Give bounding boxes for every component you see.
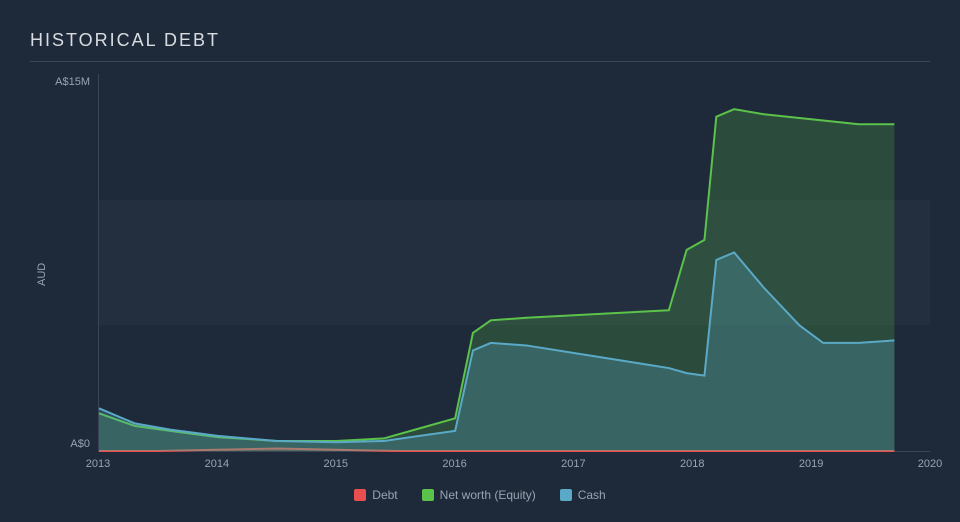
chart-container: HISTORICAL DEBT AUD A$15M A$0 2013 2014 20…: [0, 0, 960, 522]
x-tick-label: 2017: [561, 458, 585, 470]
series-svg: [99, 74, 930, 451]
chart-title: HISTORICAL DEBT: [30, 30, 930, 62]
x-tick-label: 2013: [86, 458, 110, 470]
legend-item-cash: Cash: [560, 488, 606, 502]
y-axis-title: AUD: [30, 74, 48, 474]
x-axis-labels: 20132014201520162017201820192020: [98, 452, 930, 474]
legend-label-debt: Debt: [372, 488, 397, 502]
chart-inner: A$15M A$0 201320142015201620172018201920…: [48, 74, 930, 474]
y-tick-bottom: A$0: [48, 438, 90, 450]
y-tick-top: A$15M: [48, 76, 90, 88]
legend-label-equity: Net worth (Equity): [440, 488, 536, 502]
x-tick-label: 2014: [205, 458, 229, 470]
plot-row: A$15M A$0: [48, 74, 930, 452]
x-tick-label: 2018: [680, 458, 704, 470]
x-tick-label: 2015: [323, 458, 347, 470]
legend-item-equity: Net worth (Equity): [422, 488, 536, 502]
legend-swatch-equity: [422, 489, 434, 501]
x-labels-track: 20132014201520162017201820192020: [98, 458, 930, 474]
x-tick-label: 2019: [799, 458, 823, 470]
legend: Debt Net worth (Equity) Cash: [30, 474, 930, 502]
chart-body: AUD A$15M A$0 2013 2014 2015 2016 2017 2018 20…: [30, 74, 930, 474]
x-tick-label: 2016: [442, 458, 466, 470]
legend-label-cash: Cash: [578, 488, 606, 502]
legend-swatch-debt: [354, 489, 366, 501]
legend-swatch-cash: [560, 489, 572, 501]
y-axis-labels: A$15M A$0: [48, 74, 98, 452]
plot-area: [98, 74, 930, 452]
x-tick-label: 2020: [918, 458, 942, 470]
legend-item-debt: Debt: [354, 488, 397, 502]
